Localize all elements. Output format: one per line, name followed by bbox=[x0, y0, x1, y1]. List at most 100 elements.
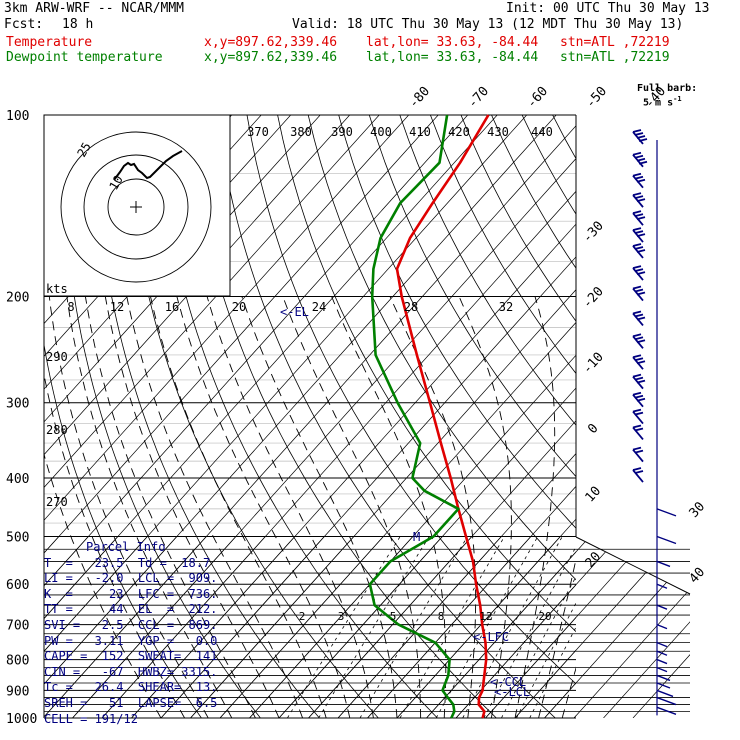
parcel-info-row-10: CELL = 191/12 bbox=[44, 711, 138, 726]
parcel-info-row-0: T = 23.5 Td = 18.7 bbox=[44, 555, 211, 570]
wind-barb-160 bbox=[632, 227, 646, 243]
dry-adiabat-420 bbox=[552, 115, 576, 160]
moist-adiabat-38 bbox=[561, 666, 576, 718]
isotherm-lines-lower bbox=[44, 537, 690, 718]
wind-barb-flag-370-1 bbox=[634, 449, 644, 454]
wind-barb-flag-130-1 bbox=[634, 175, 644, 180]
pressure-label-1000: 1000 bbox=[6, 712, 37, 727]
wind-barb-flag-240-1 bbox=[634, 336, 644, 341]
isotherm-label--60: -60 bbox=[524, 84, 551, 111]
isotherm-lower--45 bbox=[72, 537, 616, 718]
theta-label-430: 430 bbox=[487, 125, 509, 139]
dry-adiabat-360 bbox=[368, 115, 576, 478]
wind-barb-flag-150-2 bbox=[636, 216, 646, 221]
moist-adiabat-22 bbox=[389, 296, 477, 718]
wind-barb-825 bbox=[656, 666, 668, 673]
wind-barb-flag-220-1 bbox=[634, 313, 644, 318]
wind-barb-flag-300-1 bbox=[634, 394, 644, 399]
dry-adiabat-290 bbox=[155, 115, 438, 718]
isotherm-label--70: -70 bbox=[465, 84, 492, 111]
pressure-label-500: 500 bbox=[6, 530, 29, 545]
wind-barb-flag-170-1 bbox=[634, 246, 644, 250]
theta-side-label-270: 270 bbox=[46, 495, 68, 509]
isotherm-label--20: -20 bbox=[580, 284, 607, 311]
isotherm-lower-30 bbox=[514, 537, 690, 718]
annotation-1: M bbox=[413, 530, 420, 544]
wind-barb-flag-185-2 bbox=[636, 271, 646, 275]
dry-adiabat-390 bbox=[460, 115, 576, 322]
isotherm-label-30: 30 bbox=[687, 499, 709, 521]
wind-barb-flag-400-1 bbox=[634, 470, 644, 474]
isotherm-label--10: -10 bbox=[580, 350, 607, 377]
pressure-label-800: 800 bbox=[6, 654, 29, 669]
wind-barb-900 bbox=[656, 689, 674, 698]
mixing-ratio-lower-label-20: 20 bbox=[538, 610, 551, 623]
dry-adiabat-320 bbox=[246, 115, 576, 685]
hodograph-trace bbox=[113, 150, 183, 181]
wind-barb-340 bbox=[632, 424, 644, 441]
wind-barb-shaft-400 bbox=[632, 469, 644, 483]
mixing-ratio-24 bbox=[501, 575, 576, 718]
temperature-legend-name: Temperature bbox=[6, 35, 93, 50]
wind-barb-110 bbox=[632, 129, 648, 145]
hodograph-ring-2 bbox=[60, 131, 212, 283]
mixing-ratio-lower-label-3: 3 bbox=[338, 610, 345, 623]
mixing-ratio-8 bbox=[399, 536, 505, 718]
mixing-ratio-label-32: 32 bbox=[499, 300, 513, 314]
theta-label-400: 400 bbox=[370, 125, 392, 139]
wind-barb-130 bbox=[632, 172, 646, 189]
mixing-ratio-12 bbox=[435, 536, 539, 718]
isotherm-lower--65 bbox=[44, 537, 498, 718]
wind-barb-flag-300-0 bbox=[632, 391, 642, 396]
wind-barb-flag-300-2 bbox=[636, 397, 646, 402]
wind-barb-400 bbox=[632, 467, 644, 483]
isotherm--85 bbox=[44, 115, 380, 488]
mixing-ratio-label-24: 24 bbox=[312, 300, 326, 314]
isotherm-lower--20 bbox=[219, 537, 690, 718]
wind-barb-200 bbox=[632, 285, 646, 302]
isotherm-label-40: 40 bbox=[687, 565, 709, 587]
isotherm-lower--60 bbox=[44, 537, 527, 718]
hodograph-speed-label-10: 10 bbox=[106, 173, 125, 193]
moist-adiabat-30 bbox=[514, 296, 556, 718]
wind-barb-shaft-340 bbox=[632, 426, 644, 441]
wind-barb-flag-260-2 bbox=[636, 360, 646, 365]
isotherm-lower-5 bbox=[367, 537, 690, 718]
dewpoint-line bbox=[368, 114, 460, 719]
moist-adiabat--6 bbox=[126, 296, 304, 718]
isotherm-lower-0 bbox=[337, 537, 690, 718]
barb-legend-unit: 5 m s-1 bbox=[643, 94, 682, 108]
isotherm-label--50: -50 bbox=[583, 84, 610, 111]
wind-barb-flag-220-2 bbox=[636, 316, 646, 321]
barb-legend-exponent: -1 bbox=[673, 95, 682, 103]
wind-barb-750 bbox=[656, 642, 668, 648]
isotherm-label--80: -80 bbox=[406, 84, 433, 111]
wind-barb-170 bbox=[632, 243, 646, 259]
dry-adiabat-370 bbox=[399, 115, 576, 426]
hodograph-box bbox=[43, 114, 231, 297]
isotherm-30 bbox=[514, 649, 576, 718]
dry-adiabat-310 bbox=[216, 115, 556, 718]
parcel-info-row-7: CIN = -67 HWBZ= 3315. bbox=[44, 664, 218, 679]
mixing-ratio-16 bbox=[462, 536, 563, 718]
isotherm-lower--50 bbox=[44, 537, 586, 718]
dry-adiabat-400 bbox=[491, 115, 576, 269]
wind-barb-flag-130-2 bbox=[636, 178, 646, 183]
isotherm-lower-15 bbox=[426, 537, 690, 718]
wind-barb-185 bbox=[632, 265, 646, 281]
isotherm--10 bbox=[278, 387, 576, 718]
pressure-label-700: 700 bbox=[6, 619, 29, 634]
isotherm-25 bbox=[485, 616, 576, 718]
wind-barb-140 bbox=[632, 192, 646, 208]
model-title: 3km ARW-WRF -- NCAR/MMM bbox=[4, 1, 185, 16]
annotation-4: <-LCL bbox=[494, 685, 530, 699]
moist-adiabat--30 bbox=[44, 452, 162, 718]
isotherm-5 bbox=[367, 485, 576, 718]
wind-barb-550 bbox=[656, 560, 671, 568]
wind-barb-280 bbox=[632, 373, 646, 390]
wind-barb-flag-260-1 bbox=[634, 357, 644, 362]
dry-adiabat-380 bbox=[430, 115, 576, 375]
isotherm-lower--55 bbox=[44, 537, 557, 718]
forecast-hour: 18 h bbox=[62, 17, 94, 32]
